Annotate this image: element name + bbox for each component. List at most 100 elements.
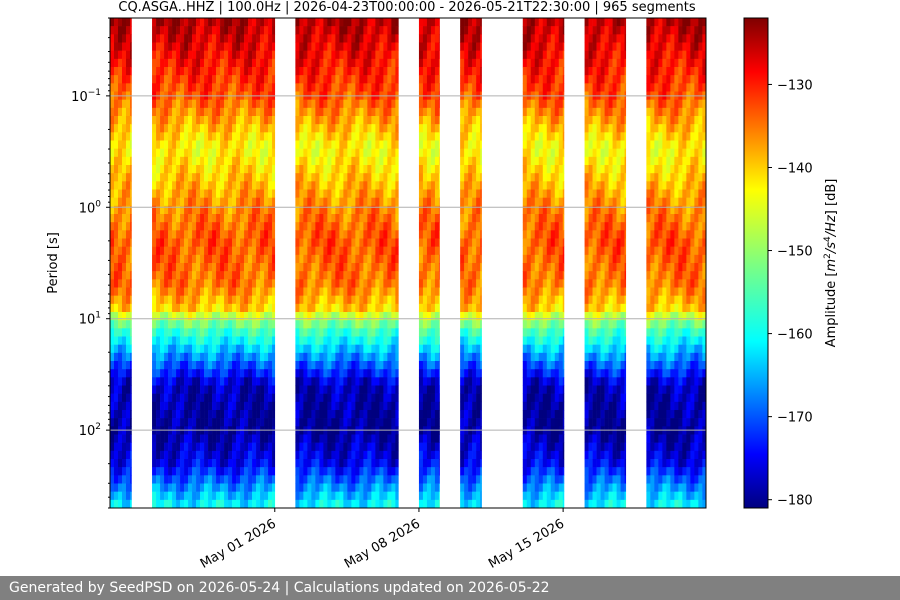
heatmap-cell [130,230,132,239]
heatmap-cell [395,303,399,313]
heatmap-cell [542,344,548,354]
heatmap-cell [480,181,482,190]
heatmap-cell [391,205,396,215]
heatmap-cell [122,377,127,386]
heatmap-cell [252,434,257,443]
heatmap-cell [422,148,428,158]
heatmap-cell [430,263,436,272]
heatmap-cell [240,214,245,223]
heatmap-cell [355,148,360,158]
heatmap-cell [355,467,360,476]
heatmap-cell [460,156,465,166]
heatmap-cell [122,442,127,452]
heatmap-cell [391,279,396,288]
heatmap-cell [200,303,205,313]
heatmap-cell [311,254,316,264]
heatmap-cell [118,377,123,386]
heatmap-cell [295,385,300,394]
heatmap-cell [192,344,197,354]
heatmap-cell [196,189,201,198]
heatmap-cell [204,67,209,76]
heatmap-cell [299,26,304,35]
heatmap-cell [323,263,328,272]
heatmap-cell [212,58,217,68]
heatmap-cell [434,483,440,492]
heatmap-cell [550,467,556,476]
heatmap-cell [347,475,352,484]
heatmap-cell [299,238,304,247]
heatmap-cell [526,287,532,296]
heatmap-cell [542,189,548,198]
heatmap-cell [303,246,308,256]
heatmap-cell [538,222,544,231]
heatmap-cell [240,230,245,239]
heatmap-cell [152,401,157,411]
heatmap-cell [110,214,115,223]
heatmap-cell [327,34,332,43]
heatmap-cell [418,279,424,288]
heatmap-cell [351,116,356,125]
heatmap-cell [530,83,536,92]
heatmap-cell [387,205,392,215]
heatmap-cell [319,58,324,68]
heatmap-cell [256,58,261,68]
heatmap-cell [268,116,273,125]
heatmap-cell [472,34,477,43]
heatmap-cell [130,352,132,362]
heatmap-cell [264,67,269,76]
heatmap-cell [430,385,436,394]
heatmap-cell [126,328,131,337]
heatmap-cell [418,140,424,149]
heatmap-cell [534,385,540,394]
heatmap-cell [208,303,213,313]
heatmap-cell [315,58,320,68]
heatmap-cell [307,475,312,484]
heatmap-cell [256,401,261,411]
heatmap-cell [299,34,304,43]
heatmap-cell [335,263,340,272]
heatmap-cell [184,312,189,321]
heatmap-cell [476,34,481,43]
heatmap-cell [152,116,157,125]
heatmap-cell [343,230,348,239]
heatmap-cell [319,369,324,378]
heatmap-cell [530,26,536,35]
heatmap-cell [244,165,249,174]
heatmap-cell [550,459,556,468]
heatmap-cell [550,34,556,43]
heatmap-cell [371,238,376,247]
heatmap-cell [319,287,324,296]
heatmap-cell [192,148,197,158]
heatmap-cell [418,148,424,158]
heatmap-cell [371,410,376,419]
heatmap-cell [319,67,324,76]
heatmap-cell [331,320,336,329]
heatmap-cell [395,328,399,337]
heatmap-cell [426,271,432,280]
heatmap-cell [391,58,396,68]
heatmap-cell [118,34,123,43]
heatmap-cell [319,181,324,190]
heatmap-cell [379,361,384,370]
heatmap-cell [303,34,308,43]
heatmap-cell [244,214,249,223]
chart-title: CQ.ASGA..HHZ | 100.0Hz | 2026-04-23T00:0… [118,0,695,15]
heatmap-cell [359,344,364,354]
heatmap-cell [311,50,316,60]
heatmap-cell [156,361,161,370]
heatmap-cell [315,483,320,492]
heatmap-cell [355,165,360,174]
heatmap-cell [546,99,552,109]
heatmap-cell [184,328,189,337]
heatmap-cell [244,279,249,288]
heatmap-cell [236,156,241,166]
heatmap-cell [295,75,300,84]
heatmap-cell [323,401,328,411]
heatmap-cell [319,483,324,492]
heatmap-cell [152,385,157,394]
heatmap-cell [110,287,115,296]
heatmap-cell [188,205,193,215]
heatmap-cell [240,303,245,313]
heatmap-cell [522,222,528,231]
heatmap-cell [307,328,312,337]
